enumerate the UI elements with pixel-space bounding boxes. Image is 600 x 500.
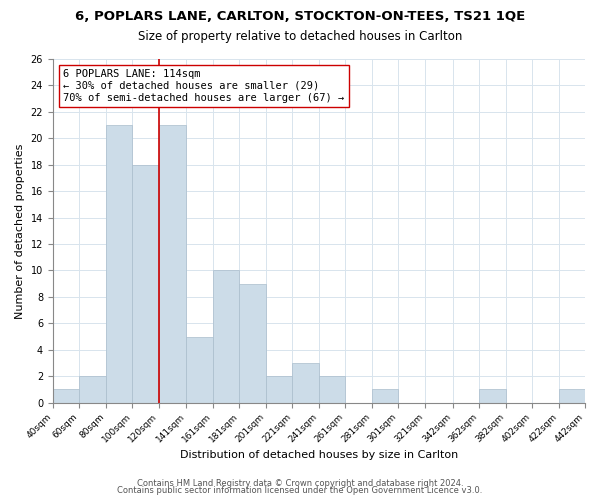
Bar [292,363,319,403]
Bar [266,376,292,402]
Bar [239,284,266,403]
Text: 6 POPLARS LANE: 114sqm
← 30% of detached houses are smaller (29)
70% of semi-det: 6 POPLARS LANE: 114sqm ← 30% of detached… [64,70,344,102]
X-axis label: Distribution of detached houses by size in Carlton: Distribution of detached houses by size … [180,450,458,460]
Text: Size of property relative to detached houses in Carlton: Size of property relative to detached ho… [138,30,462,43]
Bar [53,390,79,402]
Bar [158,125,187,402]
Bar [372,390,398,402]
Bar [213,270,239,402]
Bar [187,336,213,402]
Bar [319,376,346,402]
Text: Contains HM Land Registry data © Crown copyright and database right 2024.: Contains HM Land Registry data © Crown c… [137,478,463,488]
Y-axis label: Number of detached properties: Number of detached properties [15,143,25,318]
Bar [559,390,585,402]
Text: Contains public sector information licensed under the Open Government Licence v3: Contains public sector information licen… [118,486,482,495]
Bar [479,390,506,402]
Bar [79,376,106,402]
Bar [106,125,132,402]
Bar [132,164,158,402]
Text: 6, POPLARS LANE, CARLTON, STOCKTON-ON-TEES, TS21 1QE: 6, POPLARS LANE, CARLTON, STOCKTON-ON-TE… [75,10,525,23]
